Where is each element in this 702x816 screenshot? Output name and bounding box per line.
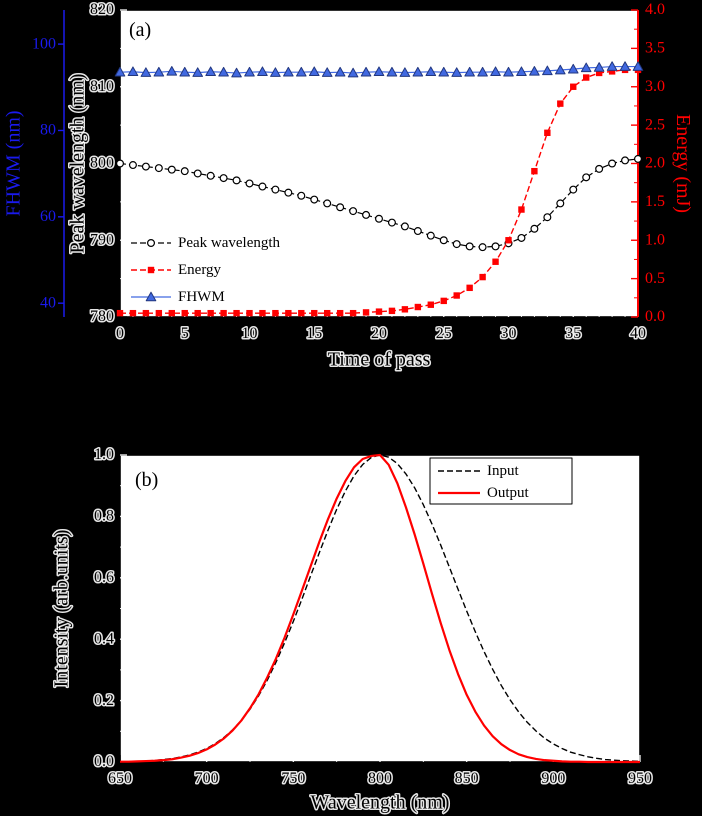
panel-b-label: (b) — [135, 469, 159, 491]
panel-b-chart — [0, 400, 702, 816]
panel-a-chart — [0, 0, 702, 400]
panel-a-label: (a) — [129, 19, 152, 41]
